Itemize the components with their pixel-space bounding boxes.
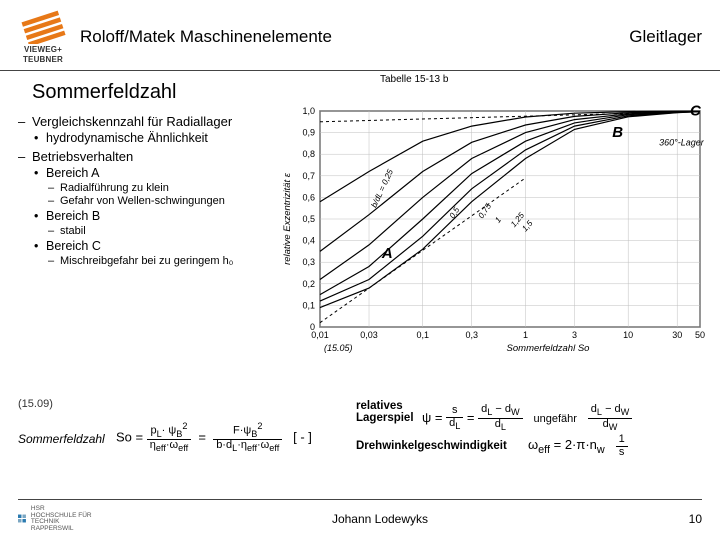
svg-text:0,1: 0,1 [302, 300, 315, 310]
svg-text:(15.05): (15.05) [324, 343, 353, 353]
bullet-hydro: hydrodynamische Ähnlichkeit [34, 131, 272, 145]
svg-text:360°-Lager: 360°-Lager [659, 138, 705, 148]
bullet-stabil: stabil [48, 225, 272, 237]
footer-author: Johann Lodewyks [98, 512, 662, 526]
bullet-bereich-c: Bereich C [34, 239, 272, 253]
logo-text-1: VIEWEG+ [24, 46, 62, 54]
bullet-list: Vergleichskennzahl für Radiallager hydro… [18, 114, 272, 267]
logo-text-2: TEUBNER [23, 56, 63, 64]
svg-text:B: B [612, 124, 623, 141]
eq-so: So = pL· ψB2ηeff·ωeff = F·ψB2b·dL·ηeff·ω… [116, 422, 312, 454]
svg-text:0,3: 0,3 [465, 330, 478, 340]
bullet-betrieb: Betriebsverhalten [18, 149, 272, 164]
svg-text:C: C [690, 105, 702, 119]
svg-text:0,1: 0,1 [416, 330, 429, 340]
svg-text:0,9: 0,9 [302, 128, 315, 138]
header: VIEWEG+ TEUBNER Roloff/Matek Maschinenel… [0, 0, 720, 71]
svg-text:0,03: 0,03 [360, 330, 378, 340]
chart-panel: 0,010,030,10,31310305000,10,20,30,40,50,… [278, 75, 710, 362]
svg-text:0,8: 0,8 [302, 149, 315, 159]
main-content: Sommerfeldzahl Vergleichskennzahl für Ra… [0, 71, 720, 362]
header-title: Roloff/Matek Maschinenelemente [80, 27, 629, 47]
footer: HSRHOCHSCHULE FÜR TECHNIK RAPPERSWIL Joh… [18, 499, 702, 532]
bullet-vergleich: Vergleichskennzahl für Radiallager [18, 114, 272, 129]
svg-text:Sommerfeldzahl So: Sommerfeldzahl So [507, 343, 590, 354]
table-caption: Tabelle 15-13 b [380, 74, 448, 85]
bullet-bereich-a: Bereich A [34, 166, 272, 180]
svg-text:A: A [381, 245, 393, 262]
formula-row: (15.09) Sommerfeldzahl So = pL· ψB2ηeff·… [18, 398, 702, 482]
hsr-logo-icon [18, 510, 27, 528]
svg-text:relative Exzentrizität ε: relative Exzentrizität ε [282, 172, 293, 265]
svg-text:0,4: 0,4 [302, 236, 315, 246]
bullet-mischreib: Mischreibgefahr bei zu geringem h₀ [48, 255, 328, 267]
svg-text:10: 10 [623, 330, 633, 340]
svg-text:0: 0 [310, 322, 315, 332]
eq-label: Sommerfeldzahl [18, 432, 105, 446]
svg-text:0,7: 0,7 [302, 171, 315, 181]
sommerfeld-chart: 0,010,030,10,31310305000,10,20,30,40,50,… [278, 105, 706, 357]
drehw-label: Drehwinkelgeschwindigkeit [356, 440, 507, 452]
eq-number: (15.09) [18, 398, 53, 410]
svg-text:0,5: 0,5 [302, 214, 315, 224]
eq-omega: ωeff = 2·π·nw 1s [528, 434, 628, 458]
bullet-radial: Radialführung zu klein [48, 182, 272, 194]
svg-text:3: 3 [572, 330, 577, 340]
svg-text:1,0: 1,0 [302, 106, 315, 116]
bullet-gefahr: Gefahr von Wellen-schwingungen [48, 195, 272, 207]
section-title: Sommerfeldzahl [32, 81, 272, 104]
vieweg-logo-icon [18, 10, 68, 44]
header-topic: Gleitlager [629, 27, 702, 47]
svg-text:1: 1 [523, 330, 528, 340]
eq-psi: ψ = sdL = dL − dWdL ungefähr dL − dWdW [422, 404, 632, 433]
page-number: 10 [662, 512, 702, 526]
svg-text:50: 50 [695, 330, 705, 340]
svg-text:30: 30 [672, 330, 682, 340]
svg-text:0,2: 0,2 [302, 279, 315, 289]
rel-label: relatives Lagerspiel [356, 400, 414, 424]
text-column: Sommerfeldzahl Vergleichskennzahl für Ra… [18, 75, 278, 362]
publisher-logo: VIEWEG+ TEUBNER [18, 10, 68, 64]
svg-text:0,6: 0,6 [302, 192, 315, 202]
bullet-bereich-b: Bereich B [34, 209, 272, 223]
school-logo: HSRHOCHSCHULE FÜR TECHNIK RAPPERSWIL [18, 506, 98, 532]
